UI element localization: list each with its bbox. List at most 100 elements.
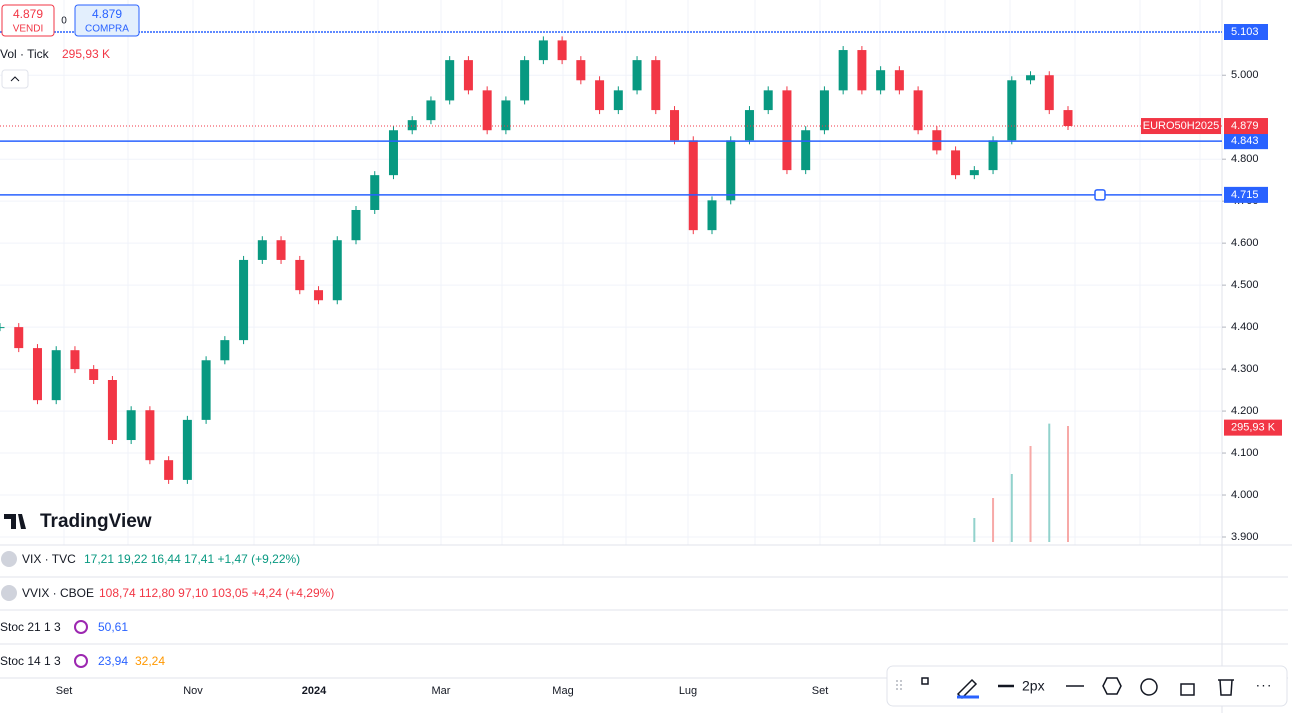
lock-button[interactable] bbox=[1180, 683, 1195, 696]
candle-body bbox=[370, 175, 380, 210]
candle-body bbox=[913, 90, 923, 131]
candle-body bbox=[314, 290, 324, 301]
symbol-label-bg bbox=[1141, 118, 1221, 135]
candle-body bbox=[894, 70, 904, 91]
candle-body bbox=[670, 110, 680, 141]
symbol-icon bbox=[1, 585, 17, 601]
indicator-name: Stoc 21 1 3 bbox=[0, 620, 61, 634]
price-tick-label: 4.800 bbox=[1231, 153, 1259, 165]
candle-body bbox=[1007, 80, 1017, 141]
volume-value: 295,93 K bbox=[62, 47, 110, 61]
symbol-label: EURO50H2025 bbox=[1143, 120, 1219, 132]
price-tick-label: 4.600 bbox=[1231, 237, 1259, 249]
volume-axis-label: 295,93 K bbox=[1231, 422, 1276, 434]
buy-button[interactable] bbox=[74, 4, 140, 37]
candle-body bbox=[14, 327, 24, 349]
volume-bar bbox=[1048, 423, 1051, 542]
candle-body bbox=[239, 259, 249, 341]
time-label: Lug bbox=[679, 685, 697, 697]
candle-body bbox=[257, 240, 267, 260]
candle-body bbox=[595, 80, 605, 111]
alert-button[interactable] bbox=[1140, 678, 1158, 696]
candle-body bbox=[145, 410, 155, 461]
candle-body bbox=[819, 90, 829, 131]
last-price-bg bbox=[1224, 118, 1268, 135]
indicator-name: VVIX · CBOE bbox=[22, 586, 94, 600]
candle-body bbox=[576, 60, 586, 81]
price-tick-label: 5.000 bbox=[1231, 69, 1259, 81]
volume-bar bbox=[1010, 474, 1013, 542]
brand: TradingView bbox=[40, 511, 152, 532]
candle-body bbox=[332, 240, 342, 301]
candle-body bbox=[407, 120, 417, 131]
candle-body bbox=[969, 170, 979, 176]
time-label: Nov bbox=[183, 685, 203, 697]
collapse-button[interactable] bbox=[1, 69, 29, 89]
volume-label-bg bbox=[1224, 419, 1282, 436]
indicator-values: 17,21 19,22 16,44 17,41 +1,47 (+9,22%) bbox=[84, 552, 300, 566]
candle-body bbox=[1063, 110, 1073, 127]
candle-body bbox=[32, 348, 42, 401]
price-tick-label: 4.500 bbox=[1231, 279, 1259, 291]
candle-body bbox=[782, 90, 792, 171]
indicator-d: 32,24 bbox=[135, 654, 165, 668]
settings-button[interactable] bbox=[1102, 677, 1122, 695]
more-button[interactable]: ··· bbox=[1256, 677, 1273, 693]
candle-body bbox=[801, 130, 811, 171]
drawing-toolbar bbox=[886, 665, 1288, 707]
level-label: 4.843 bbox=[1231, 135, 1259, 147]
sell-price: 4.879 bbox=[13, 7, 43, 21]
last-price-label: 4.879 bbox=[1231, 120, 1259, 132]
level-label-bg bbox=[1224, 133, 1268, 150]
candle-body bbox=[651, 60, 661, 111]
candle-body bbox=[744, 110, 754, 141]
candle-body bbox=[632, 60, 642, 91]
candle-body bbox=[351, 209, 361, 241]
sell-label: VENDI bbox=[13, 24, 44, 35]
sell-button[interactable] bbox=[1, 4, 55, 37]
level-label-bg bbox=[1224, 186, 1268, 203]
volume-name: Vol · Tick bbox=[0, 47, 50, 61]
candle-body bbox=[276, 240, 286, 260]
buy-label: COMPRA bbox=[85, 24, 129, 35]
price-tick-label: 4.000 bbox=[1231, 489, 1259, 501]
candle-body bbox=[951, 150, 961, 176]
candle-body bbox=[89, 369, 99, 381]
candle-body bbox=[220, 340, 230, 361]
candle-body bbox=[538, 40, 548, 61]
candle-body bbox=[520, 60, 530, 101]
delete-button[interactable] bbox=[1218, 679, 1234, 696]
candle-body bbox=[876, 70, 886, 91]
candle-body bbox=[857, 50, 867, 91]
candle-body bbox=[707, 200, 717, 231]
candle-body bbox=[445, 60, 455, 101]
candle-body bbox=[1044, 75, 1054, 111]
level-label-bg bbox=[1224, 24, 1268, 40]
line-width-label[interactable]: 2px bbox=[1022, 678, 1045, 694]
price-tick-label: 4.200 bbox=[1231, 405, 1259, 417]
candle-body bbox=[988, 140, 998, 171]
indicator-name: VIX · TVC bbox=[22, 552, 76, 566]
candle-body bbox=[838, 50, 848, 91]
level-label: 4.715 bbox=[1231, 189, 1259, 201]
candle-body bbox=[557, 40, 567, 61]
flag-icon bbox=[1, 551, 17, 567]
indicator-k: 50,61 bbox=[98, 620, 128, 634]
candle-body bbox=[70, 350, 80, 370]
indicator-k: 23,94 bbox=[98, 654, 128, 668]
grid bbox=[63, 0, 1201, 545]
candle-body bbox=[1026, 75, 1036, 81]
time-label: Set bbox=[812, 685, 829, 697]
drag-handle[interactable] bbox=[896, 680, 902, 692]
templates-button[interactable] bbox=[921, 677, 929, 685]
candle-body bbox=[463, 60, 473, 91]
candle-body bbox=[182, 419, 192, 480]
candle-body bbox=[201, 360, 211, 420]
logo-mark bbox=[4, 514, 26, 529]
volume-bar bbox=[992, 498, 995, 542]
price-tick-label: 4.300 bbox=[1231, 363, 1259, 375]
candle-body bbox=[388, 130, 398, 176]
candle-body bbox=[726, 140, 736, 201]
